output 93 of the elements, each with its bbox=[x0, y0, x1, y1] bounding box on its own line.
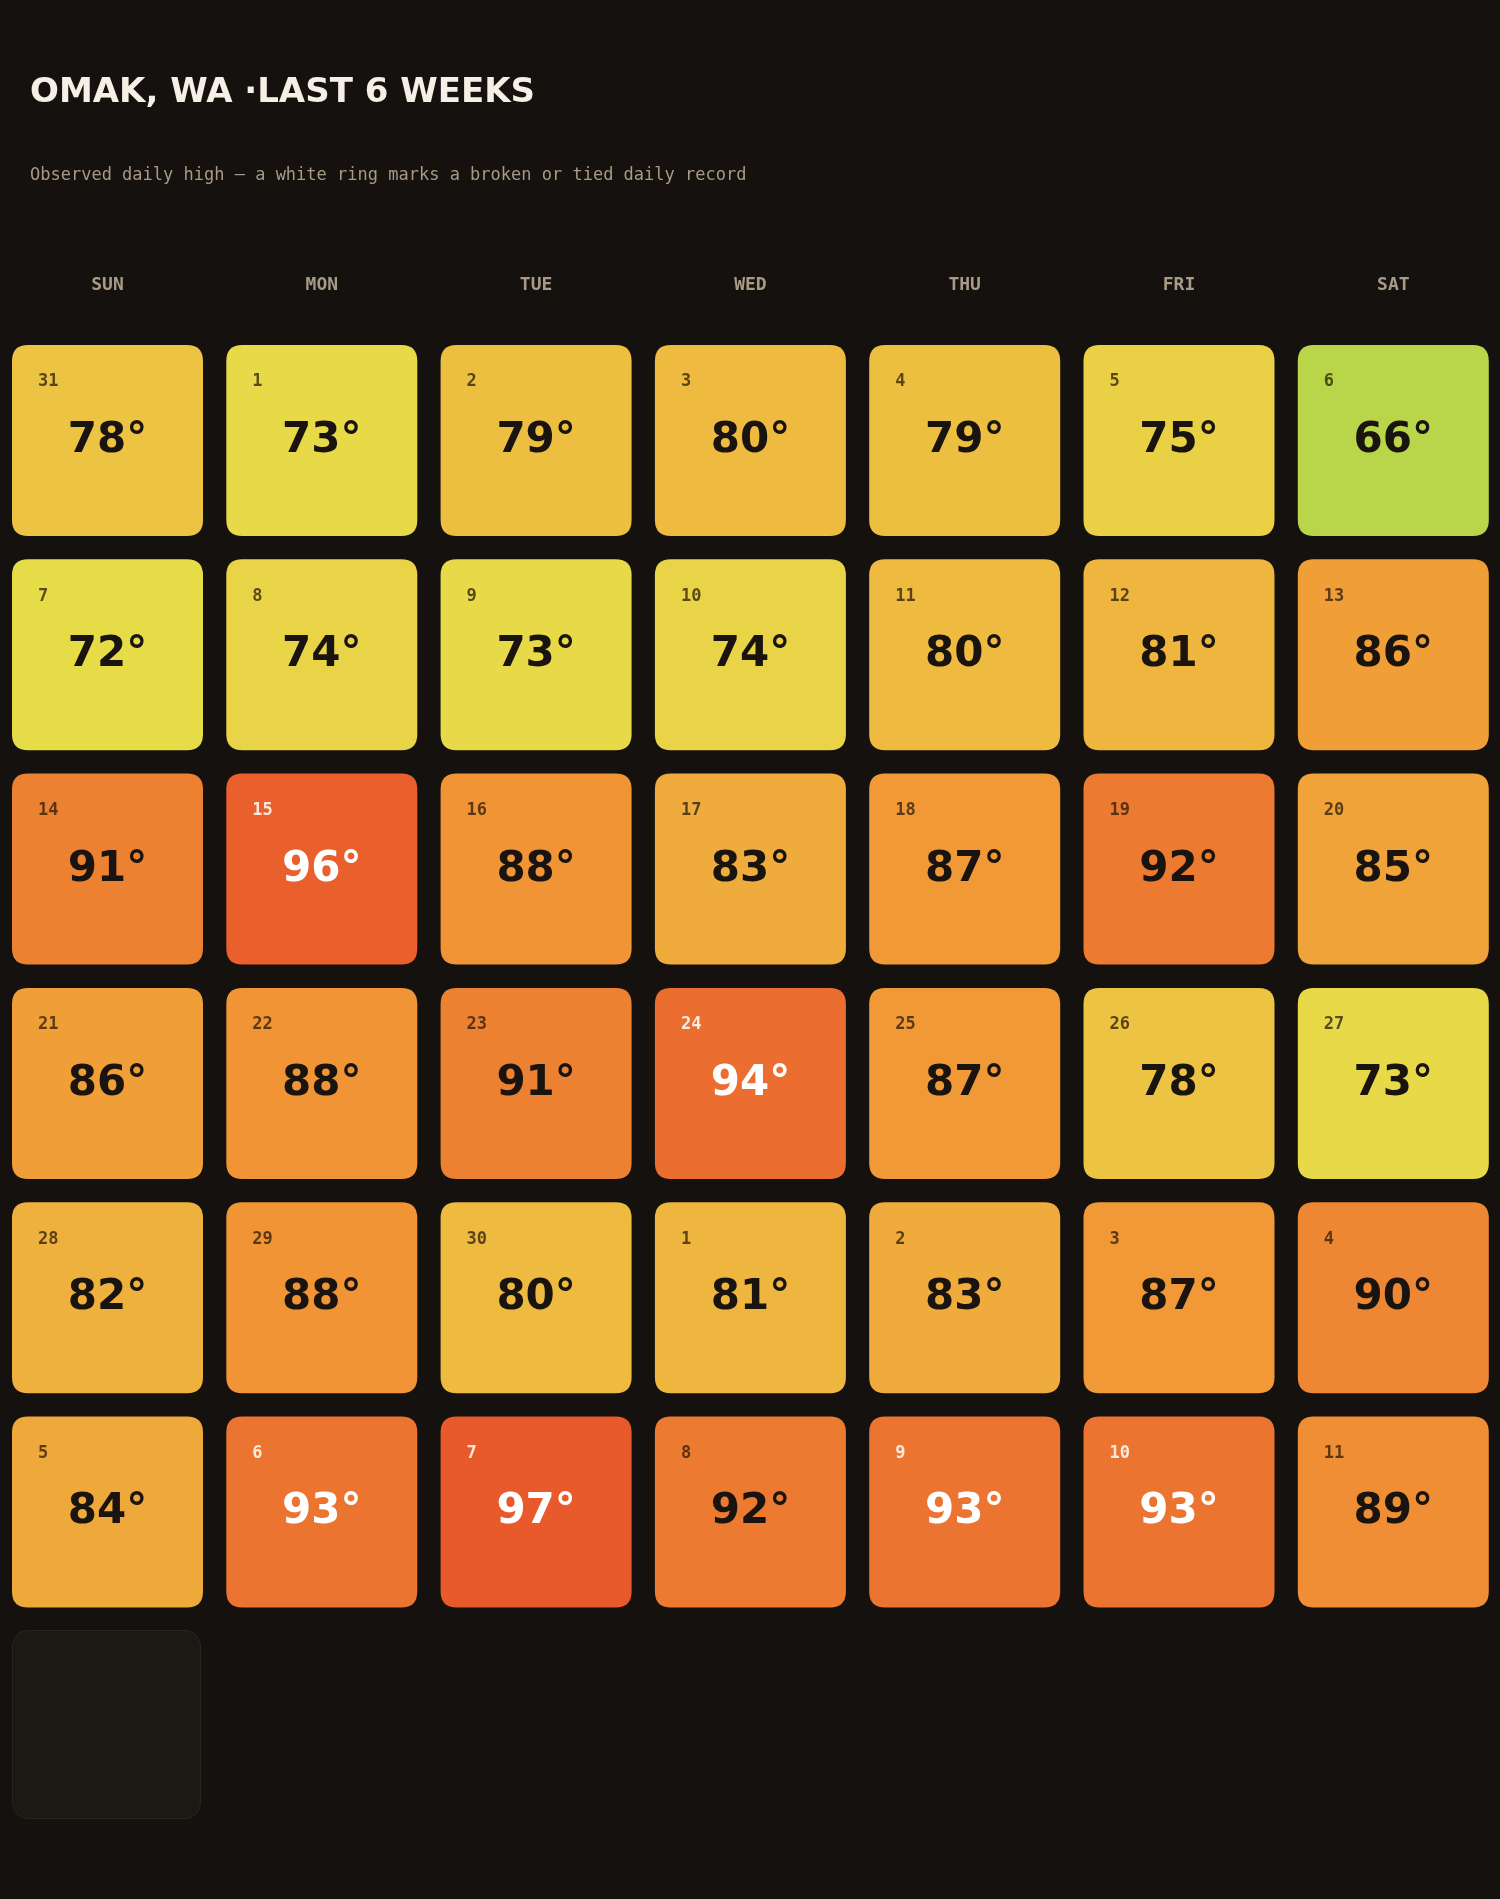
data-label: 88° bbox=[282, 1270, 362, 1320]
data-label: 94° bbox=[710, 1055, 791, 1105]
annotation: 10 bbox=[680, 584, 702, 605]
data-label: 82° bbox=[67, 1270, 148, 1320]
annotation: 4 bbox=[895, 370, 906, 391]
x-tick-label: TUE bbox=[519, 272, 553, 294]
data-label: 90° bbox=[1353, 1270, 1434, 1320]
data-label: 85° bbox=[1353, 841, 1434, 891]
data-label: 72° bbox=[67, 627, 148, 677]
chart-title: OMAK, WA ·LAST 6 WEEKS bbox=[30, 69, 535, 110]
data-label: 92° bbox=[710, 1484, 791, 1534]
data-label: 87° bbox=[924, 1055, 1005, 1105]
annotation: 12 bbox=[1109, 584, 1130, 605]
data-label: 74° bbox=[282, 627, 362, 677]
data-label: 93° bbox=[1139, 1484, 1219, 1534]
annotation: 19 bbox=[1109, 799, 1130, 820]
data-label: 80° bbox=[710, 412, 791, 462]
annotation: 1 bbox=[680, 1227, 692, 1248]
data-label: 81° bbox=[1139, 627, 1219, 677]
annotation: 3 bbox=[1109, 1227, 1120, 1248]
annotation: 7 bbox=[38, 584, 49, 605]
annotation: 5 bbox=[38, 1441, 49, 1462]
data-label: 73° bbox=[1353, 1055, 1434, 1105]
data-label: 83° bbox=[710, 841, 791, 891]
x-tick-label: FRI bbox=[1162, 272, 1196, 294]
annotation: 8 bbox=[252, 584, 263, 605]
annotation: 31 bbox=[38, 370, 59, 391]
annotation: 2 bbox=[466, 370, 477, 391]
data-label: 87° bbox=[1139, 1270, 1219, 1320]
annotation: 6 bbox=[252, 1441, 263, 1462]
annotation: 29 bbox=[252, 1227, 273, 1248]
x-tick-label: SUN bbox=[91, 272, 124, 294]
data-label: 93° bbox=[924, 1484, 1005, 1534]
annotation: 28 bbox=[38, 1227, 59, 1248]
annotation: 9 bbox=[895, 1441, 906, 1462]
data-label: 88° bbox=[282, 1055, 362, 1105]
annotation: 21 bbox=[38, 1013, 59, 1034]
annotation: 1 bbox=[252, 370, 263, 391]
data-label: 89° bbox=[1353, 1484, 1434, 1534]
chart-subtitle: Observed daily high — a white ring marks a broken or tied daily record bbox=[30, 164, 747, 185]
data-label: 93° bbox=[282, 1484, 362, 1534]
x-tick-label: THU bbox=[948, 272, 981, 294]
data-label: 79° bbox=[496, 412, 576, 462]
data-label: 84° bbox=[67, 1484, 148, 1534]
annotation: 3 bbox=[680, 370, 692, 391]
data-label: 83° bbox=[924, 1270, 1005, 1320]
annotation: 2 bbox=[895, 1227, 906, 1248]
annotation: 25 bbox=[895, 1013, 916, 1034]
annotation: 18 bbox=[895, 799, 916, 820]
x-tick-label: WED bbox=[734, 272, 767, 294]
annotation: 7 bbox=[466, 1441, 477, 1462]
data-label: 80° bbox=[924, 627, 1005, 677]
data-label: 74° bbox=[710, 627, 791, 677]
annotation: 11 bbox=[895, 584, 916, 605]
x-tick-label: SAT bbox=[1377, 272, 1410, 294]
annotation: 22 bbox=[252, 1013, 273, 1034]
data-label: 73° bbox=[282, 412, 362, 462]
annotation: 5 bbox=[1109, 370, 1120, 391]
data-label: 96° bbox=[282, 841, 362, 891]
data-label: 88° bbox=[496, 841, 576, 891]
data-label: 78° bbox=[67, 412, 148, 462]
data-label: 86° bbox=[1353, 627, 1434, 677]
x-tick-label: MON bbox=[305, 272, 339, 294]
annotation: 6 bbox=[1323, 370, 1335, 391]
annotation: 30 bbox=[466, 1227, 488, 1248]
annotation: 4 bbox=[1323, 1227, 1335, 1248]
annotation: 14 bbox=[38, 799, 59, 820]
annotation: 8 bbox=[680, 1441, 692, 1462]
annotation: 23 bbox=[466, 1013, 488, 1034]
data-label: 91° bbox=[67, 841, 148, 891]
data-label: 78° bbox=[1139, 1055, 1219, 1105]
annotation: 27 bbox=[1323, 1013, 1345, 1034]
data-label: 86° bbox=[67, 1055, 148, 1105]
data-label: 66° bbox=[1353, 412, 1434, 462]
data-label: 73° bbox=[496, 627, 576, 677]
annotation: 20 bbox=[1323, 799, 1345, 820]
annotation: 15 bbox=[252, 799, 273, 820]
data-label: 79° bbox=[924, 412, 1005, 462]
annotation: 11 bbox=[1323, 1441, 1345, 1462]
annotation: 26 bbox=[1109, 1013, 1130, 1034]
data-label: 80° bbox=[496, 1270, 576, 1320]
data-label: 81° bbox=[710, 1270, 791, 1320]
annotation: 16 bbox=[466, 799, 488, 820]
annotation: 17 bbox=[680, 799, 702, 820]
annotation: 24 bbox=[680, 1013, 702, 1034]
data-label: 75° bbox=[1139, 412, 1219, 462]
data-label: 91° bbox=[496, 1055, 576, 1105]
data-label: 97° bbox=[496, 1484, 576, 1534]
annotation: 10 bbox=[1109, 1441, 1130, 1462]
data-label: 92° bbox=[1139, 841, 1219, 891]
annotation: 13 bbox=[1323, 584, 1345, 605]
data-label: 87° bbox=[924, 841, 1005, 891]
annotation: 9 bbox=[466, 584, 477, 605]
